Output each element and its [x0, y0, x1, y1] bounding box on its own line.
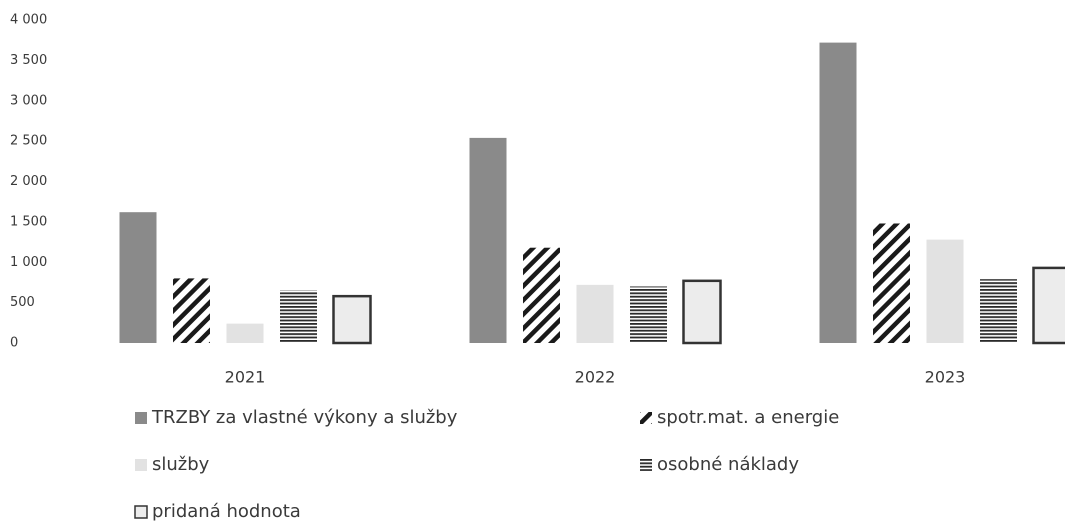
y-tick-label: 4 000	[10, 13, 47, 28]
bar	[576, 284, 614, 343]
bar	[873, 223, 910, 343]
bar	[173, 278, 210, 343]
legend-label: spotr.mat. a energie	[657, 407, 839, 428]
y-tick-label: 3 000	[10, 93, 47, 108]
bar	[119, 212, 157, 343]
legend-label: osobné náklady	[657, 454, 799, 475]
bar	[682, 279, 722, 345]
y-tick-label: 500	[10, 295, 35, 310]
legend-swatch	[640, 412, 652, 424]
y-tick-label: 1 000	[10, 255, 47, 270]
bar	[469, 137, 507, 343]
legend-swatch	[135, 459, 147, 471]
y-tick-label: 3 500	[10, 53, 47, 68]
bar	[630, 286, 667, 343]
bar	[1032, 266, 1065, 345]
bar	[280, 290, 317, 343]
legend-swatch	[134, 505, 148, 519]
bar	[926, 239, 964, 343]
x-tick-label: 2022	[575, 368, 616, 387]
legend-label: TRZBY za vlastné výkony a služby	[151, 407, 458, 428]
x-tick-label: 2021	[225, 368, 266, 387]
x-tick-label: 2023	[925, 368, 966, 387]
legend-swatch	[135, 412, 147, 424]
legend-label: pridaná hodnota	[152, 501, 301, 522]
bar	[226, 323, 264, 343]
y-tick-label: 1 500	[10, 214, 47, 229]
legend-label: služby	[152, 454, 210, 475]
y-tick-label: 2 500	[10, 134, 47, 149]
y-tick-label: 2 000	[10, 174, 47, 189]
bar	[332, 294, 372, 345]
y-tick-label: 0	[10, 336, 18, 351]
bar	[819, 42, 857, 344]
bar	[980, 279, 1017, 343]
bar	[523, 247, 560, 343]
legend-swatch	[640, 459, 652, 471]
